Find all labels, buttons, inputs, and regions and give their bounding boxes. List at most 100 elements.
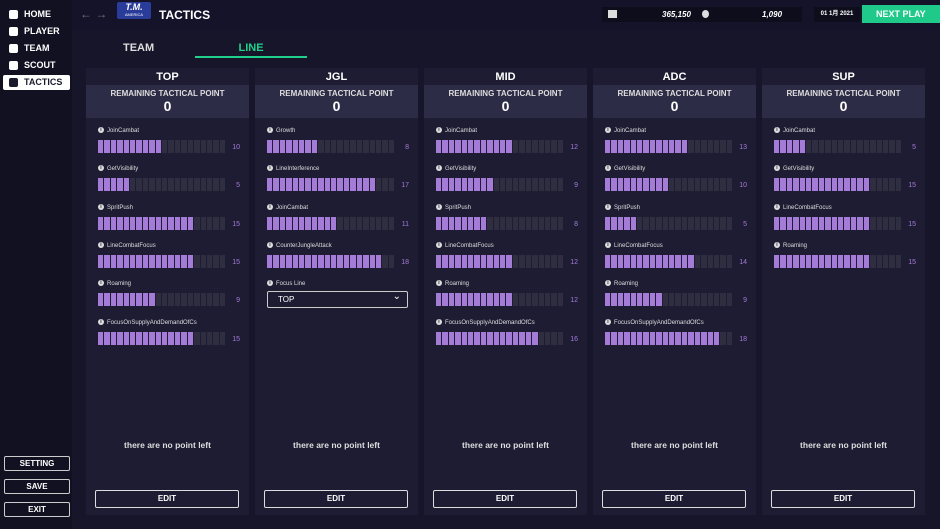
bar-segment (388, 216, 395, 230)
bar-segment (98, 254, 104, 268)
bar-segment (681, 254, 688, 268)
fans: 1,090 (762, 10, 783, 19)
bar-segment (713, 254, 720, 268)
bar-segment (181, 293, 187, 307)
bar-segment (624, 254, 630, 268)
bar-segment (637, 178, 643, 192)
bar-segment (617, 293, 624, 307)
stat-bar (605, 178, 733, 192)
edit-button[interactable]: EDIT (264, 490, 408, 508)
bar-segment (799, 178, 806, 192)
logo-sub: AMERICA (124, 12, 144, 17)
bar-segment (455, 293, 461, 307)
bar-segment (876, 254, 882, 268)
bar-segment (356, 140, 363, 153)
remaining-value: 0 (839, 98, 848, 114)
nav-item[interactable]: SCOUT (3, 58, 70, 73)
stat-label: Roaming (436, 280, 469, 287)
bar-segment (110, 140, 117, 153)
bar-segment (343, 254, 350, 268)
stat-value: 17 (401, 182, 409, 190)
bar-segment (707, 216, 713, 230)
stat-bar (98, 216, 226, 230)
bar-segment (630, 216, 637, 230)
bar-segment (168, 140, 174, 153)
bar-segment (155, 293, 162, 307)
bar-segment (630, 140, 637, 153)
nav-arrows[interactable]: ← → (80, 7, 108, 21)
stat-value: 8 (574, 220, 578, 228)
edit-button[interactable]: EDIT (433, 490, 577, 508)
sidebar-button[interactable]: EXIT (4, 502, 70, 517)
bar-segment (506, 293, 512, 307)
bar-segment (876, 178, 882, 192)
edit-button[interactable]: EDIT (95, 490, 239, 508)
stat-value: 16 (570, 335, 578, 343)
bar-segment (213, 254, 219, 268)
bar-segment (643, 216, 649, 230)
nav-item[interactable]: TEAM (3, 41, 70, 56)
bar-segment (694, 140, 701, 153)
bar-segment (187, 178, 194, 192)
tab[interactable]: TEAM (123, 42, 155, 54)
bar-segment (468, 216, 474, 230)
bar-segment (181, 216, 187, 230)
bar-segment (155, 178, 162, 192)
edit-button[interactable]: EDIT (602, 490, 746, 508)
bar-segment (461, 216, 468, 230)
bar-segment (806, 254, 812, 268)
bar-segment (104, 178, 110, 192)
bar-segment (643, 293, 649, 307)
focus-line-dropdown[interactable]: TOP (267, 289, 408, 309)
bar-segment (831, 216, 838, 230)
bar-segment (669, 140, 675, 153)
bar-segment (468, 178, 474, 192)
stat-value: 18 (401, 258, 409, 266)
bar-segment (130, 254, 136, 268)
stat-label: JoinCambat (774, 127, 815, 134)
bar-segment (455, 254, 461, 268)
bar-segment (838, 140, 844, 153)
tab-active[interactable]: LINE (238, 42, 264, 54)
stat-value: 9 (743, 297, 747, 305)
stat-bar (267, 254, 395, 268)
bar-segment (388, 140, 395, 153)
bar-segment (267, 140, 273, 153)
bar-segment (876, 216, 882, 230)
bar-segment (299, 216, 305, 230)
edit-button[interactable]: EDIT (771, 490, 915, 508)
nav-item[interactable]: HOME (3, 7, 70, 22)
bar-segment (468, 254, 474, 268)
bar-segment (155, 140, 162, 153)
bar-segment (142, 293, 149, 307)
stat-bar (267, 140, 395, 153)
bar-segment (681, 140, 688, 153)
bar-segment (448, 216, 455, 230)
bar-segment (643, 140, 649, 153)
bar-segment (350, 178, 356, 192)
bar-segment (611, 140, 617, 153)
sidebar-button[interactable]: SETTING (4, 456, 70, 471)
bar-segment (123, 254, 130, 268)
bar-segment (506, 254, 512, 268)
bar-segment (637, 331, 643, 345)
bar-segment (174, 331, 181, 345)
bar-segment (844, 178, 850, 192)
bar-segment (110, 293, 117, 307)
bar-segment (149, 178, 155, 192)
sidebar-button[interactable]: SAVE (4, 479, 70, 494)
bar-segment (611, 293, 617, 307)
bar-segment (493, 254, 500, 268)
nav-item[interactable]: TACTICS (3, 75, 70, 90)
bar-segment (544, 254, 551, 268)
bar-segment (219, 178, 226, 192)
bar-segment (707, 140, 713, 153)
next-play-button[interactable]: NEXT PLAY (862, 5, 940, 23)
bar-segment (174, 216, 181, 230)
bar-segment (155, 216, 162, 230)
bar-segment (512, 216, 519, 230)
bar-segment (720, 178, 726, 192)
nav-item[interactable]: PLAYER (3, 24, 70, 39)
stat-label: LineCombatFocus (98, 241, 156, 249)
